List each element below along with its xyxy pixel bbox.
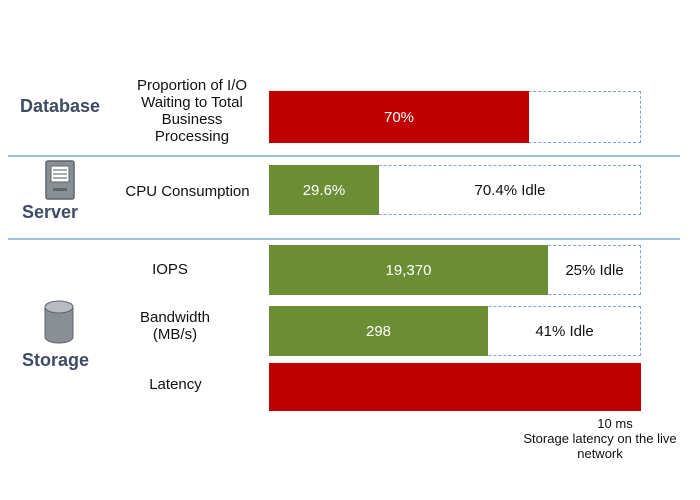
section-label-server: Server bbox=[22, 202, 79, 222]
bar-bandwidth: 298 bbox=[269, 306, 488, 356]
bar-iops: 19,370 bbox=[269, 245, 548, 295]
metric-label-latency: Latency bbox=[149, 376, 202, 393]
idle-label-iops: 25% Idle bbox=[565, 261, 624, 279]
metric-label-bandwidth: Bandwidth (MB/s) bbox=[139, 309, 211, 343]
latency-annotation: 10 ms Storage latency on the live networ… bbox=[505, 416, 695, 461]
server-icon bbox=[44, 160, 76, 200]
section-divider bbox=[8, 238, 680, 240]
bar-value-label: 29.6% bbox=[302, 181, 346, 199]
bar-io-wait: 70% bbox=[269, 91, 529, 143]
bar-cpu: 29.6% bbox=[269, 165, 379, 215]
bar-value-label: 70% bbox=[383, 108, 415, 126]
bar-latency bbox=[269, 363, 641, 411]
idle-label-cpu: 70.4% Idle bbox=[474, 181, 546, 199]
metric-label-cpu: CPU Consumption bbox=[125, 183, 250, 200]
section-label-storage: Storage bbox=[22, 350, 90, 370]
latency-value: 10 ms bbox=[597, 416, 633, 431]
section-divider bbox=[8, 155, 680, 157]
section-label-database: Database bbox=[20, 96, 101, 116]
bar-value-label: 298 bbox=[365, 322, 392, 340]
bar-value-label: 19,370 bbox=[385, 261, 432, 279]
metric-label-io-wait: Proportion of I/O Waiting to Total Busin… bbox=[136, 77, 248, 145]
metric-label-iops: IOPS bbox=[152, 261, 188, 278]
idle-label-bandwidth: 41% Idle bbox=[535, 322, 594, 340]
storage-database-icon bbox=[44, 300, 74, 344]
